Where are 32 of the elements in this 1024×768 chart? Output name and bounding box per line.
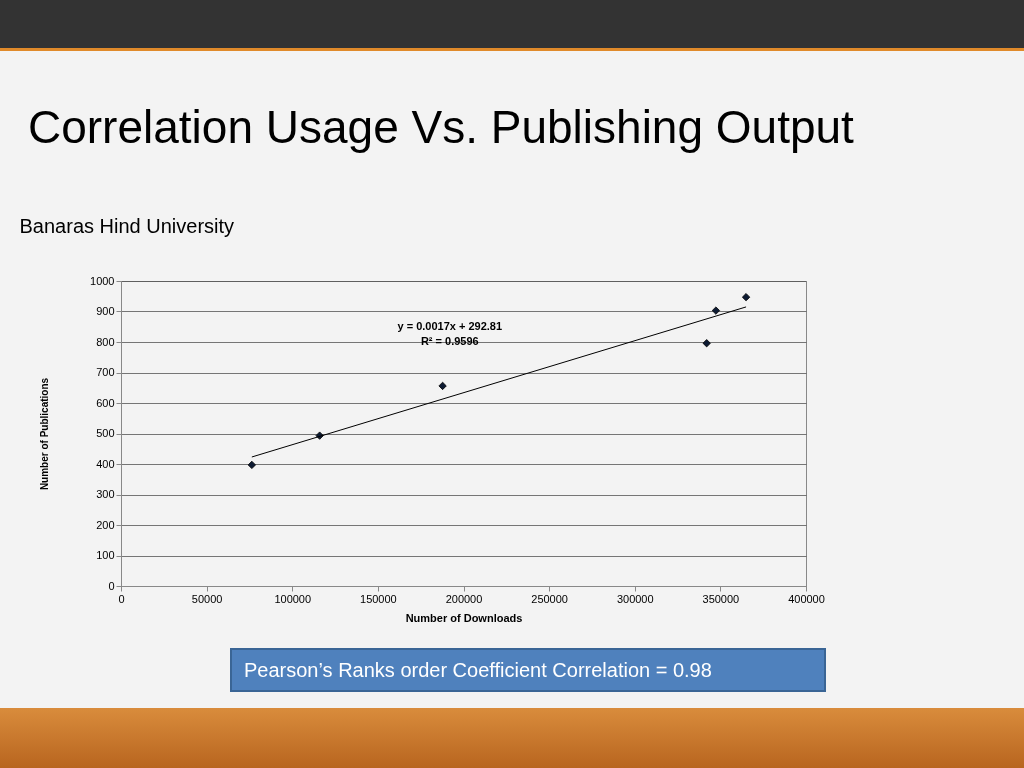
y-axis-title: Number of Publications xyxy=(39,377,51,491)
y-tick-label: 1000 xyxy=(90,274,115,287)
x-tick-label: 250000 xyxy=(531,592,568,605)
x-tick-label: 0 xyxy=(118,592,125,605)
y-tick-label: 900 xyxy=(96,305,115,317)
y-tick-label: 800 xyxy=(96,335,115,348)
chart-title: Correlation Usage Vs. Publishing Output xyxy=(28,100,854,154)
point xyxy=(711,306,721,315)
annotation: y = 0.0017x + 292.81 xyxy=(397,319,503,332)
text: Pearson’s Ranks order Coefficient Correlation = 0.98 xyxy=(230,648,826,692)
x-axis-title: Number of Downloads xyxy=(405,611,523,624)
x-tick-label: 200000 xyxy=(445,592,483,605)
y-tick-label: 0 xyxy=(108,579,115,592)
point xyxy=(702,339,711,348)
annotation: R² = 0.9596 xyxy=(420,335,479,347)
x-tick-label: 150000 xyxy=(360,592,397,605)
x-tick-label: 300000 xyxy=(616,592,654,605)
y-tick-label: 200 xyxy=(96,518,115,531)
x-tick-label: 50000 xyxy=(191,592,223,605)
chart-subtitle: Banaras Hind University xyxy=(19,215,235,237)
point xyxy=(247,460,256,470)
y-tick-label: 600 xyxy=(96,396,115,409)
x-tick-label: 100000 xyxy=(274,592,312,605)
y-tick-label: 300 xyxy=(96,488,115,500)
point xyxy=(438,381,447,391)
y-tick-label: 500 xyxy=(96,427,115,439)
point xyxy=(741,293,751,302)
x-tick-label: 350000 xyxy=(702,592,740,605)
y-tick-label: 400 xyxy=(96,457,115,470)
y-tick-label: 100 xyxy=(96,549,115,561)
x-tick-label: 400000 xyxy=(788,592,825,605)
y-tick-label: 700 xyxy=(96,366,115,378)
